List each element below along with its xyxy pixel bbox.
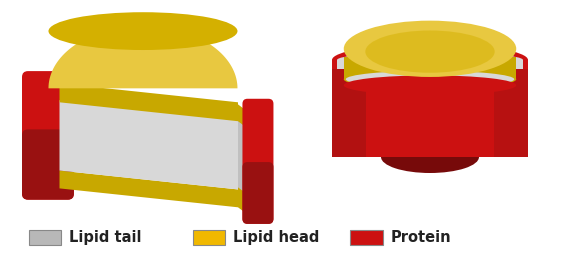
Bar (350, 230, 383, 245)
Polygon shape (60, 84, 238, 121)
Ellipse shape (366, 31, 495, 73)
Polygon shape (60, 170, 238, 207)
Polygon shape (238, 104, 251, 131)
Bar (193, 230, 225, 245)
Polygon shape (238, 119, 251, 199)
Polygon shape (332, 62, 528, 157)
Text: Lipid head: Lipid head (233, 230, 319, 245)
Text: Protein: Protein (391, 230, 451, 245)
Ellipse shape (337, 52, 523, 68)
Text: Lipid tail: Lipid tail (69, 230, 142, 245)
Ellipse shape (346, 71, 515, 88)
Ellipse shape (332, 44, 528, 76)
FancyBboxPatch shape (242, 99, 273, 224)
Polygon shape (238, 187, 251, 217)
Polygon shape (332, 62, 366, 157)
FancyBboxPatch shape (242, 162, 273, 224)
Polygon shape (493, 62, 528, 157)
Ellipse shape (344, 69, 516, 89)
Polygon shape (332, 60, 528, 69)
Ellipse shape (344, 21, 516, 77)
Polygon shape (48, 26, 238, 88)
Polygon shape (337, 60, 523, 69)
Polygon shape (344, 57, 516, 79)
Polygon shape (60, 100, 238, 189)
FancyBboxPatch shape (22, 71, 74, 200)
Bar (29, 230, 61, 245)
FancyBboxPatch shape (22, 129, 74, 200)
Ellipse shape (344, 75, 516, 95)
Ellipse shape (381, 141, 479, 173)
Ellipse shape (48, 12, 238, 50)
